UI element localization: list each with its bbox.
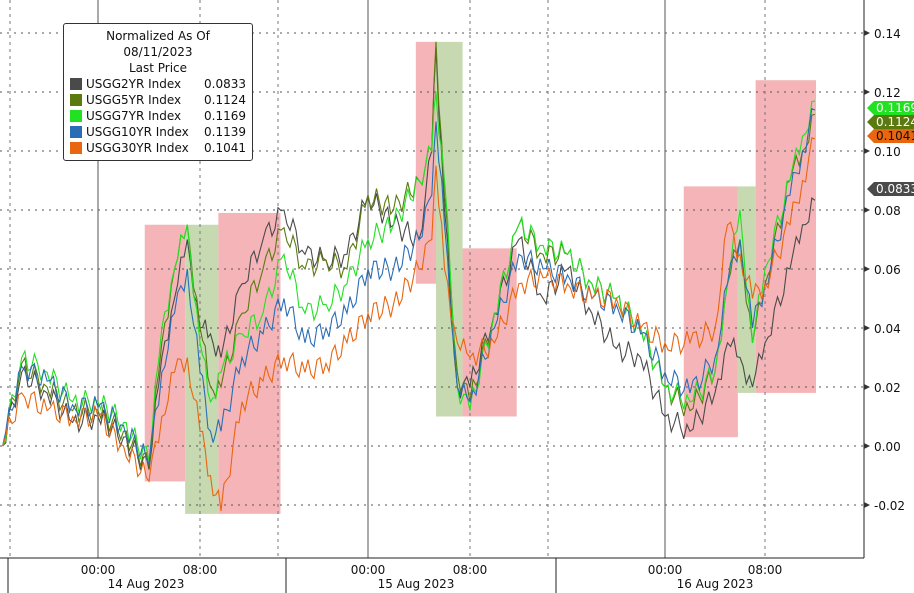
last-price-tag <box>867 101 914 115</box>
x-date-label: 16 Aug 2023 <box>677 577 754 591</box>
series-line-USGG5YR <box>2 41 816 467</box>
x-tick-label: 08:00 <box>453 563 488 577</box>
highlight-regions <box>144 41 816 514</box>
y-tick <box>864 266 870 272</box>
highlight-region-red <box>462 248 517 417</box>
last-price-tag-label: 0.0833 <box>876 182 914 196</box>
y-tick-label: 0.14 <box>874 27 901 41</box>
highlight-region-red <box>218 212 281 514</box>
series-lines <box>2 41 816 511</box>
legend-swatch <box>70 142 82 154</box>
y-tick <box>864 148 870 154</box>
y-tick <box>864 89 870 95</box>
legend-rows: USGG2YR Index 0.0833 USGG5YR Index 0.1124 US… <box>70 76 246 156</box>
legend-item: USGG10YR Index 0.1139 <box>70 124 246 140</box>
legend-series-name: USGG7YR Index <box>86 109 182 123</box>
x-tick-label: 08:00 <box>183 563 218 577</box>
legend-series-name: USGG5YR Index <box>86 93 182 107</box>
y-tick <box>864 502 870 508</box>
legend-swatch <box>70 110 82 122</box>
legend: Normalized As Of 08/11/2023 Last Price U… <box>63 23 253 161</box>
legend-series-name: USGG2YR Index <box>86 77 182 91</box>
series-line-USGG10YR <box>2 107 816 466</box>
last-price-tag-label: 0.1041 <box>876 129 914 143</box>
x-date-label: 14 Aug 2023 <box>108 577 185 591</box>
highlight-region-green <box>185 224 219 514</box>
y-tick-label: 0.02 <box>874 381 901 395</box>
last-price-tag <box>867 182 914 196</box>
x-tick-label: 00:00 <box>351 563 386 577</box>
series-line-USGG2YR <box>2 47 816 471</box>
x-tick-label: 00:00 <box>81 563 116 577</box>
legend-swatch <box>70 94 82 106</box>
y-tick <box>864 30 870 36</box>
highlight-region-red <box>683 186 738 438</box>
x-date-label: 15 Aug 2023 <box>378 577 455 591</box>
y-tick-label: -0.02 <box>874 499 905 513</box>
legend-last-value: 0.1139 <box>204 125 246 139</box>
last-price-tag <box>867 115 914 129</box>
y-tick <box>864 384 870 390</box>
y-tick-label: 0.08 <box>874 204 901 218</box>
y-tick-label: 0.04 <box>874 322 901 336</box>
y-tick-label: 0.06 <box>874 263 901 277</box>
y-tick-label: 0.12 <box>874 86 901 100</box>
y-tick <box>864 325 870 331</box>
y-tick <box>864 207 870 213</box>
legend-item: USGG5YR Index 0.1124 <box>70 92 246 108</box>
legend-swatch <box>70 126 82 138</box>
legend-item: USGG30YR Index 0.1041 <box>70 140 246 156</box>
last-price-tag <box>867 129 914 143</box>
legend-swatch <box>70 78 82 90</box>
legend-last-value: 0.0833 <box>204 77 246 91</box>
legend-last-value: 0.1041 <box>204 141 246 155</box>
legend-last-value: 0.1124 <box>204 93 246 107</box>
legend-last-value: 0.1169 <box>204 109 246 123</box>
legend-item: USGG2YR Index 0.0833 <box>70 76 246 92</box>
x-tick-label: 00:00 <box>648 563 683 577</box>
last-price-tag-label: 0.1124 <box>876 115 914 129</box>
y-tick-label: 0.10 <box>874 145 901 159</box>
legend-item: USGG7YR Index 0.1169 <box>70 108 246 124</box>
legend-series-name: USGG10YR Index <box>86 125 189 139</box>
legend-series-name: USGG30YR Index <box>86 141 189 155</box>
legend-title: Normalized As Of 08/11/2023 <box>106 29 210 59</box>
x-tick-label: 08:00 <box>748 563 783 577</box>
last-price-tag-label: 0.1169 <box>876 101 914 115</box>
legend-subtitle: Last Price <box>128 61 188 75</box>
y-tick <box>864 443 870 449</box>
highlight-region-green <box>436 41 463 417</box>
series-line-USGG30YR <box>2 137 816 511</box>
y-tick-label: 0.00 <box>874 440 901 454</box>
